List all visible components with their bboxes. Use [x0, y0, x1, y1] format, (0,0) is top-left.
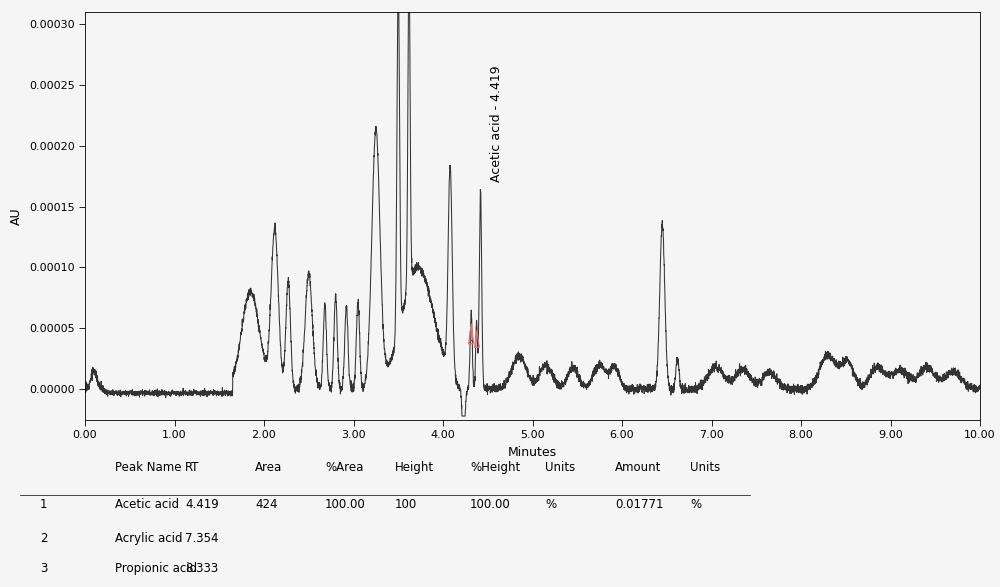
Text: 100: 100 [395, 498, 417, 511]
Text: Acetic acid: Acetic acid [115, 498, 179, 511]
Text: %Area: %Area [325, 461, 363, 474]
Text: RT: RT [185, 461, 200, 474]
Text: Acrylic acid: Acrylic acid [115, 532, 182, 545]
Text: 100.00: 100.00 [325, 498, 366, 511]
Text: 0.01771: 0.01771 [615, 498, 664, 511]
Text: Propionic acid: Propionic acid [115, 562, 197, 575]
Y-axis label: AU: AU [10, 207, 23, 225]
Text: 424: 424 [255, 498, 278, 511]
Text: %: % [545, 498, 556, 511]
Text: 7.354: 7.354 [185, 532, 218, 545]
Text: Acetic acid - 4.419: Acetic acid - 4.419 [490, 66, 503, 182]
Text: 3: 3 [40, 562, 47, 575]
Text: Peak Name: Peak Name [115, 461, 182, 474]
Text: Units: Units [690, 461, 720, 474]
Text: %Height: %Height [470, 461, 520, 474]
Text: Amount: Amount [615, 461, 661, 474]
Text: 8.333: 8.333 [185, 562, 218, 575]
Text: Units: Units [545, 461, 575, 474]
Text: 2: 2 [40, 532, 48, 545]
Text: 4.419: 4.419 [185, 498, 219, 511]
Text: 100.00: 100.00 [470, 498, 511, 511]
X-axis label: Minutes: Minutes [508, 446, 557, 458]
Text: 1: 1 [40, 498, 48, 511]
Text: %: % [690, 498, 701, 511]
Text: Area: Area [255, 461, 282, 474]
Text: Height: Height [395, 461, 434, 474]
